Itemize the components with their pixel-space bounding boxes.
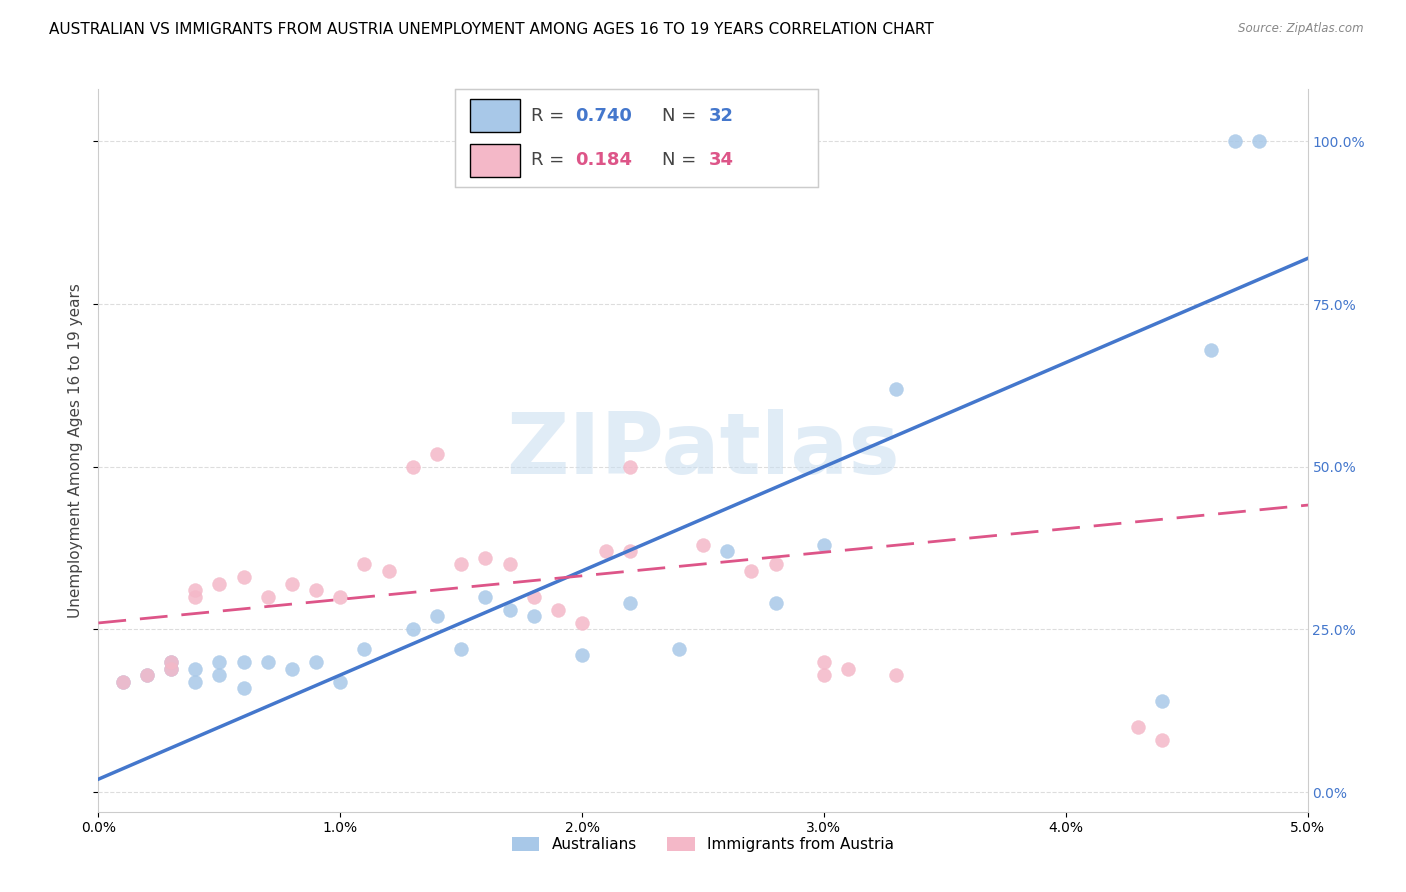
- Point: [135, 668, 157, 682]
- Point: [547, 603, 569, 617]
- Point: [668, 642, 690, 657]
- Point: [256, 590, 278, 604]
- Point: [498, 558, 520, 572]
- Point: [256, 655, 278, 669]
- Text: AUSTRALIAN VS IMMIGRANTS FROM AUSTRIA UNEMPLOYMENT AMONG AGES 16 TO 19 YEARS COR: AUSTRALIAN VS IMMIGRANTS FROM AUSTRIA UN…: [49, 22, 934, 37]
- Point: [765, 596, 787, 610]
- Point: [281, 661, 304, 675]
- Point: [111, 674, 134, 689]
- Point: [716, 544, 738, 558]
- Point: [498, 603, 520, 617]
- Point: [353, 558, 375, 572]
- Point: [111, 674, 134, 689]
- Point: [426, 447, 449, 461]
- Text: Source: ZipAtlas.com: Source: ZipAtlas.com: [1239, 22, 1364, 36]
- Point: [692, 538, 714, 552]
- Point: [1128, 720, 1150, 734]
- Point: [329, 590, 352, 604]
- Point: [281, 577, 304, 591]
- Point: [232, 570, 254, 584]
- Point: [813, 538, 835, 552]
- Point: [595, 544, 617, 558]
- Point: [1199, 343, 1222, 357]
- Point: [353, 642, 375, 657]
- Point: [474, 590, 496, 604]
- Y-axis label: Unemployment Among Ages 16 to 19 years: Unemployment Among Ages 16 to 19 years: [67, 283, 83, 618]
- Point: [402, 459, 425, 474]
- Point: [208, 655, 231, 669]
- Point: [619, 596, 641, 610]
- Text: ZIPatlas: ZIPatlas: [506, 409, 900, 492]
- Point: [523, 609, 546, 624]
- Point: [329, 674, 352, 689]
- Point: [450, 558, 472, 572]
- Point: [1249, 134, 1271, 148]
- Point: [135, 668, 157, 682]
- Point: [160, 661, 183, 675]
- Point: [619, 459, 641, 474]
- Point: [305, 583, 328, 598]
- Point: [571, 615, 593, 630]
- Point: [232, 681, 254, 695]
- Point: [160, 661, 183, 675]
- Point: [305, 655, 328, 669]
- Point: [184, 674, 207, 689]
- Point: [184, 583, 207, 598]
- Point: [619, 544, 641, 558]
- Point: [1223, 134, 1246, 148]
- Point: [886, 668, 908, 682]
- Point: [523, 590, 546, 604]
- Legend: Australians, Immigrants from Austria: Australians, Immigrants from Austria: [506, 831, 900, 858]
- Point: [1152, 733, 1174, 747]
- Point: [208, 577, 231, 591]
- Point: [426, 609, 449, 624]
- Point: [160, 655, 183, 669]
- Point: [765, 558, 787, 572]
- Point: [474, 550, 496, 565]
- Point: [450, 642, 472, 657]
- Point: [402, 623, 425, 637]
- Point: [377, 564, 399, 578]
- Point: [886, 382, 908, 396]
- Point: [1152, 694, 1174, 708]
- Point: [837, 661, 859, 675]
- Point: [184, 590, 207, 604]
- Point: [232, 655, 254, 669]
- Point: [813, 668, 835, 682]
- Point: [208, 668, 231, 682]
- Point: [740, 564, 762, 578]
- Point: [160, 655, 183, 669]
- Point: [571, 648, 593, 663]
- Point: [184, 661, 207, 675]
- Point: [813, 655, 835, 669]
